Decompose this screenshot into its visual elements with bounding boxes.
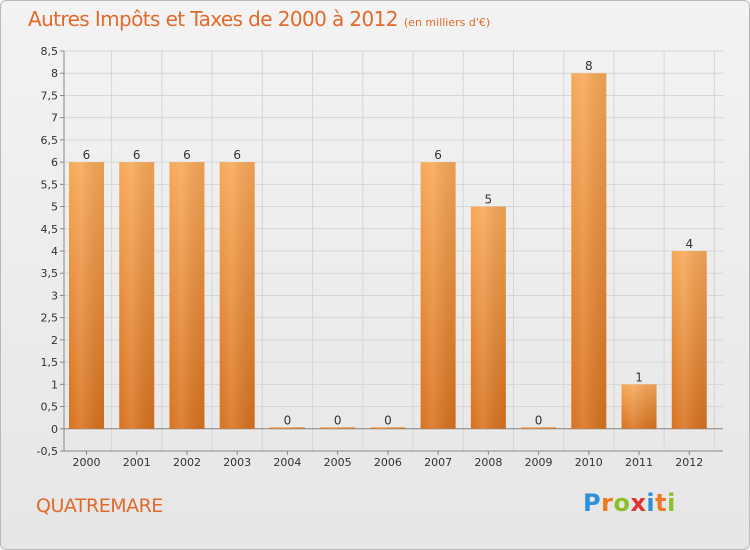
data-label: 6 bbox=[233, 148, 241, 162]
bar-layer bbox=[69, 73, 707, 429]
bar-shine bbox=[119, 162, 155, 429]
y-tick-label: 3,5 bbox=[41, 267, 59, 280]
x-tick-label: 2002 bbox=[173, 456, 201, 469]
logo-letter: t bbox=[655, 489, 668, 517]
x-tick-label: 2006 bbox=[374, 456, 402, 469]
logo-letter: P bbox=[583, 489, 602, 517]
bar-shine bbox=[269, 427, 305, 429]
x-tick-label: 2005 bbox=[324, 456, 352, 469]
y-tick-label: 1 bbox=[51, 378, 58, 391]
label-layer: 6 6 6 6 0 0 0 6 5 0 8 1 4 bbox=[83, 59, 693, 427]
y-tick-label: 0 bbox=[51, 423, 58, 436]
y-tick-label: 5 bbox=[51, 201, 58, 214]
data-label: 1 bbox=[635, 370, 643, 384]
y-tick-label: 6,5 bbox=[41, 134, 59, 147]
bar-shine bbox=[420, 162, 456, 429]
data-label: 5 bbox=[485, 193, 493, 207]
y-tick-label: 7,5 bbox=[41, 89, 59, 102]
data-label: 6 bbox=[183, 148, 191, 162]
y-tick-label: 4 bbox=[51, 245, 58, 258]
proxiti-logo: Proxiti bbox=[583, 489, 676, 517]
chart-title-text: Autres Impôts et Taxes de 2000 à 2012 bbox=[28, 7, 398, 31]
logo-letter: o bbox=[613, 489, 631, 517]
data-label: 0 bbox=[535, 413, 543, 427]
x-tick-label: 2001 bbox=[123, 456, 151, 469]
x-tick-label: 2000 bbox=[73, 456, 101, 469]
logo-letter: i bbox=[667, 489, 676, 517]
y-tick-label: 3 bbox=[51, 289, 58, 302]
y-tick-label: 4,5 bbox=[41, 223, 59, 236]
x-tick-label: 2003 bbox=[223, 456, 251, 469]
y-tick-label: 7 bbox=[51, 112, 58, 125]
y-tick-label: 8,5 bbox=[41, 45, 59, 58]
bar-shine bbox=[621, 384, 657, 429]
data-label: 0 bbox=[334, 413, 342, 427]
bar-shine bbox=[169, 162, 205, 429]
bar-shine bbox=[521, 427, 557, 429]
y-tick-label: -0,5 bbox=[37, 445, 58, 458]
bar-shine bbox=[571, 73, 607, 429]
x-tick-label: 2009 bbox=[525, 456, 553, 469]
commune-name: QUATREMARE bbox=[36, 495, 163, 517]
chart-subtitle: (en milliers d'€) bbox=[403, 16, 491, 29]
bar-shine bbox=[671, 251, 707, 429]
y-tick-label: 8 bbox=[51, 67, 58, 80]
logo-letter: r bbox=[601, 489, 614, 517]
data-label: 0 bbox=[384, 413, 392, 427]
data-label: 0 bbox=[284, 413, 292, 427]
x-tick-label: 2008 bbox=[474, 456, 502, 469]
data-label: 8 bbox=[585, 59, 593, 73]
bar-shine bbox=[370, 427, 406, 429]
chart-title: Autres Impôts et Taxes de 2000 à 2012 (en… bbox=[28, 7, 490, 31]
x-tick-label: 2010 bbox=[575, 456, 603, 469]
bar-shine bbox=[320, 427, 356, 429]
y-tick-label: 6 bbox=[51, 156, 58, 169]
y-tick-label: 1,5 bbox=[41, 356, 59, 369]
data-label: 6 bbox=[133, 148, 141, 162]
bar-shine bbox=[69, 162, 104, 429]
bar-shine bbox=[470, 206, 506, 429]
y-tick-label: 2 bbox=[51, 334, 58, 347]
x-tick-label: 2011 bbox=[625, 456, 653, 469]
y-tick-label: 5,5 bbox=[41, 178, 59, 191]
data-label: 6 bbox=[83, 148, 91, 162]
x-tick-label: 2004 bbox=[273, 456, 301, 469]
y-tick-label: 2,5 bbox=[41, 312, 59, 325]
logo-letter: x bbox=[630, 489, 647, 517]
data-label: 4 bbox=[685, 237, 693, 251]
data-label: 6 bbox=[434, 148, 442, 162]
bar-shine bbox=[219, 162, 255, 429]
y-tick-label: 0,5 bbox=[41, 401, 59, 414]
x-tick-label: 2007 bbox=[424, 456, 452, 469]
x-tick-label: 2012 bbox=[675, 456, 703, 469]
logo-letter: i bbox=[646, 489, 656, 517]
